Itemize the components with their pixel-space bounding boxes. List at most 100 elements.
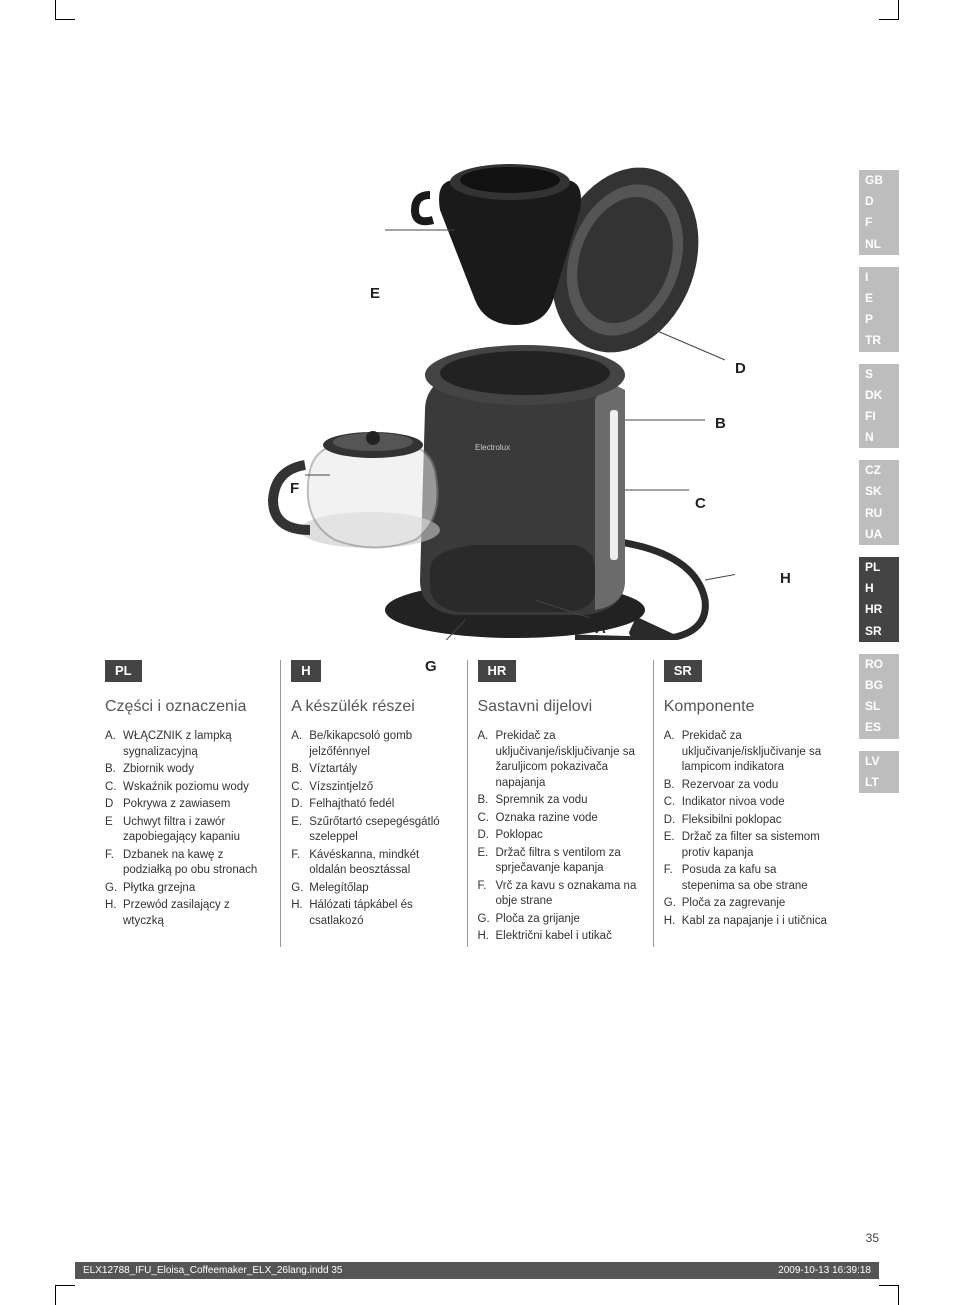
parts-item: B.Zbiornik wody xyxy=(105,762,270,778)
parts-item: A.Be/kikapcsoló gomb jelzőfénnyel xyxy=(291,729,456,760)
item-text: Oznaka razine vode xyxy=(496,811,643,827)
item-text: Víztartály xyxy=(309,762,456,778)
item-text: Płytka grzejna xyxy=(123,881,270,897)
product-diagram: Electrolux xyxy=(175,80,735,640)
item-text: Fleksibilni poklopac xyxy=(682,813,829,829)
parts-item: H.Hálózati tápkábel és csatlakozó xyxy=(291,898,456,929)
lang-tab-lv: LV xyxy=(859,751,899,772)
item-letter: D. xyxy=(664,813,682,829)
lang-tab-lt: LT xyxy=(859,772,899,793)
callout-F: F xyxy=(290,480,299,497)
column-pl: PLCzęści i oznaczeniaA.WŁĄCZNIK z lampką… xyxy=(95,660,280,947)
parts-item: B.Spremnik za vodu xyxy=(478,793,643,809)
lang-badge: HR xyxy=(478,660,517,682)
parts-item: F.Vrč za kavu s oznakama na obje strane xyxy=(478,879,643,910)
parts-item: G.Ploča za zagrevanje xyxy=(664,896,829,912)
lang-tab-nl: NL xyxy=(859,234,899,255)
parts-item: D.Fleksibilni poklopac xyxy=(664,813,829,829)
parts-item: C.Vízszintjelző xyxy=(291,780,456,796)
lang-tab-s: S xyxy=(859,364,899,385)
parts-list: A.WŁĄCZNIK z lampką sygnalizacyjnąB.Zbio… xyxy=(105,729,270,929)
item-text: Električni kabel i utikač xyxy=(496,929,643,945)
item-text: Uchwyt filtra i zawór zapobiegający kapa… xyxy=(123,815,270,846)
item-letter: D xyxy=(105,797,123,813)
lang-tab-cz: CZ xyxy=(859,460,899,481)
item-text: Držač za filter sa sistemom protiv kapan… xyxy=(682,830,829,861)
lang-tab-sl: SL xyxy=(859,696,899,717)
parts-item: C.Oznaka razine vode xyxy=(478,811,643,827)
parts-item: DPokrywa z zawiasem xyxy=(105,797,270,813)
lang-tab-e: E xyxy=(859,288,899,309)
parts-item: A.Prekidač za uključivanje/isključivanje… xyxy=(664,729,829,776)
item-letter: H. xyxy=(664,914,682,930)
lang-tab-ru: RU xyxy=(859,503,899,524)
item-letter: G. xyxy=(478,912,496,928)
parts-item: H.Kabl za napajanje i i utičnica xyxy=(664,914,829,930)
lang-badge: PL xyxy=(105,660,142,682)
item-text: Melegítőlap xyxy=(309,881,456,897)
item-text: Držač filtra s ventilom za sprječavanje … xyxy=(496,846,643,877)
parts-item: D.Poklopac xyxy=(478,828,643,844)
item-text: Posuda za kafu sa stepenima sa obe stran… xyxy=(682,863,829,894)
item-letter: B. xyxy=(105,762,123,778)
column-title: A készülék részei xyxy=(291,696,456,718)
item-letter: B. xyxy=(478,793,496,809)
svg-text:Electrolux: Electrolux xyxy=(475,443,510,452)
lang-tab-dk: DK xyxy=(859,385,899,406)
item-text: Ploča za grijanje xyxy=(496,912,643,928)
item-letter: F. xyxy=(291,848,309,879)
lang-tab-pl: PL xyxy=(859,557,899,578)
page-number: 35 xyxy=(866,1231,879,1245)
footer-bar: ELX12788_IFU_Eloisa_Coffeemaker_ELX_26la… xyxy=(75,1262,879,1279)
item-letter: A. xyxy=(478,729,496,791)
item-text: Be/kikapcsoló gomb jelzőfénnyel xyxy=(309,729,456,760)
lang-tab-sk: SK xyxy=(859,481,899,502)
item-text: Rezervoar za vodu xyxy=(682,778,829,794)
item-text: Dzbanek na kawę z podziałką po obu stron… xyxy=(123,848,270,879)
parts-list: A.Prekidač za uključivanje/isključivanje… xyxy=(478,729,643,945)
lang-tab-es: ES xyxy=(859,717,899,738)
lang-tab-hr: HR xyxy=(859,599,899,620)
lang-tab-h: H xyxy=(859,578,899,599)
item-text: Wskaźnik poziomu wody xyxy=(123,780,270,796)
lang-tab-p: P xyxy=(859,309,899,330)
parts-item: C.Wskaźnik poziomu wody xyxy=(105,780,270,796)
column-title: Sastavni dijelovi xyxy=(478,696,643,718)
item-text: Poklopac xyxy=(496,828,643,844)
parts-item: G.Płytka grzejna xyxy=(105,881,270,897)
parts-item: F.Posuda za kafu sa stepenima sa obe str… xyxy=(664,863,829,894)
column-sr: SRKomponenteA.Prekidač za uključivanje/i… xyxy=(653,660,839,947)
item-letter: C. xyxy=(105,780,123,796)
item-letter: A. xyxy=(291,729,309,760)
item-text: Kávéskanna, mindkét oldalán beosztással xyxy=(309,848,456,879)
lang-tab-d: D xyxy=(859,191,899,212)
column-hr: HR Sastavni dijelovi A.Prekidač za uključi… xyxy=(467,660,653,947)
callout-B: B xyxy=(715,415,726,432)
item-letter: F. xyxy=(664,863,682,894)
parts-item: B.Víztartály xyxy=(291,762,456,778)
lang-tab-n: N xyxy=(859,427,899,448)
column-title: Komponente xyxy=(664,696,829,718)
item-text: Szűrőtartó csepegésgátló szeleppel xyxy=(309,815,456,846)
item-letter: E xyxy=(105,815,123,846)
callout-D: D xyxy=(735,360,746,377)
lang-tab-f: F xyxy=(859,212,899,233)
item-letter: F. xyxy=(105,848,123,879)
parts-item: E.Szűrőtartó csepegésgátló szeleppel xyxy=(291,815,456,846)
lang-badge: H xyxy=(291,660,320,682)
parts-item: H.Električni kabel i utikač xyxy=(478,929,643,945)
item-letter: F. xyxy=(478,879,496,910)
lang-tab-bg: BG xyxy=(859,675,899,696)
parts-item: G.Ploča za grijanje xyxy=(478,912,643,928)
item-text: Przewód zasilający z wtyczką xyxy=(123,898,270,929)
lang-tab-ro: RO xyxy=(859,654,899,675)
item-letter: H. xyxy=(478,929,496,945)
item-letter: B. xyxy=(664,778,682,794)
lang-tab-gb: GB xyxy=(859,170,899,191)
item-letter: H. xyxy=(105,898,123,929)
item-letter: G. xyxy=(291,881,309,897)
language-sidebar: GBDFNLIEPTRSDKFINCZSKRUUAPLHHRSRROBGSLES… xyxy=(859,170,899,805)
item-text: WŁĄCZNIK z lampką sygnalizacyjną xyxy=(123,729,270,760)
item-text: Pokrywa z zawiasem xyxy=(123,797,270,813)
parts-columns: PLCzęści i oznaczeniaA.WŁĄCZNIK z lampką… xyxy=(95,660,839,947)
